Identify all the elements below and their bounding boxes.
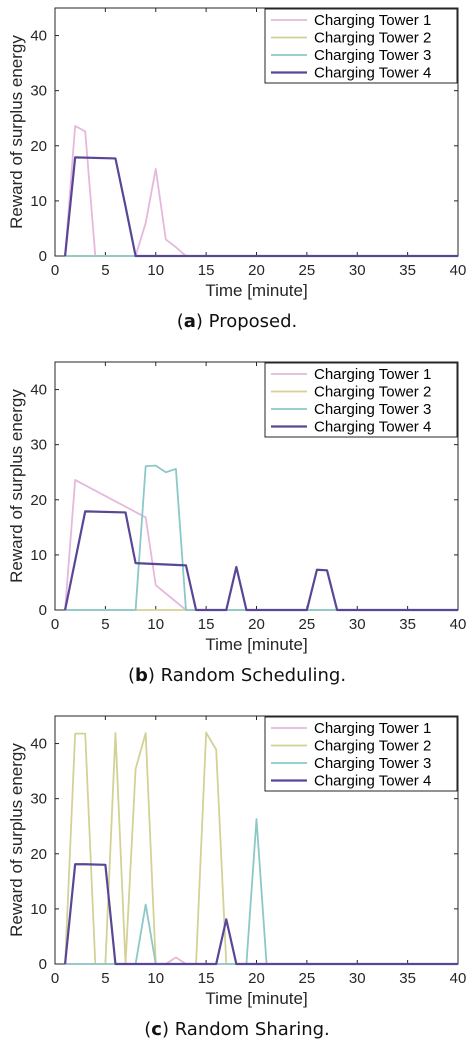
legend-label-tower-3: Charging Tower 3 (314, 401, 431, 418)
subfigure-caption: (c) Random Sharing. (144, 1019, 330, 1040)
y-tick-label: 30 (30, 791, 47, 808)
x-tick-label: 5 (101, 262, 109, 279)
y-tick-label: 20 (30, 138, 47, 155)
x-tick-label: 20 (248, 970, 265, 987)
y-axis-label: Reward of surplus energy (7, 743, 26, 937)
legend-box (264, 362, 458, 438)
x-tick-label: 35 (399, 262, 416, 279)
series-line-tower-3 (65, 464, 458, 611)
legend-box (264, 8, 458, 84)
series-line-tower-4 (64, 510, 458, 612)
x-tick-label: 0 (51, 262, 59, 279)
x-tick-label: 5 (101, 970, 109, 987)
series-line-tower-1 (64, 125, 458, 257)
legend-label-tower-3: Charging Tower 3 (314, 47, 431, 64)
legend-label-tower-4: Charging Tower 4 (314, 65, 431, 82)
x-tick-label: 40 (450, 262, 467, 279)
y-tick-label: 20 (30, 846, 47, 863)
y-tick-label: 10 (30, 901, 47, 918)
x-tick-label: 0 (51, 616, 59, 633)
legend-label-tower-1: Charging Tower 1 (314, 366, 431, 383)
y-tick-label: 10 (30, 193, 47, 210)
caption-letter: b (134, 665, 148, 686)
chart-panel-proposed: 0 5 10 15 20 25 30 35 40 0 10 20 30 40 Time [minute] Re… (0, 0, 474, 354)
x-tick-label: 10 (147, 970, 164, 987)
y-tick-label: 0 (39, 956, 47, 973)
y-tick-label: 0 (39, 602, 47, 619)
series-line-tower-2 (64, 731, 458, 965)
y-tick-label: 20 (30, 492, 47, 509)
legend-label-tower-4: Charging Tower 4 (314, 419, 431, 436)
legend-label-tower-3: Charging Tower 3 (314, 755, 431, 772)
caption-text: Random Sharing. (174, 1019, 330, 1040)
series-line-tower-4 (63, 863, 458, 966)
x-axis-label: Time [minute] (205, 989, 307, 1008)
legend-label-tower-1: Charging Tower 1 (314, 720, 431, 737)
x-tick-label: 30 (349, 970, 366, 987)
x-tick-label: 20 (248, 616, 265, 633)
x-tick-label: 10 (147, 616, 164, 633)
x-tick-label: 5 (101, 616, 109, 633)
x-axis-label: Time [minute] (205, 635, 307, 654)
x-tick-label: 20 (248, 262, 265, 279)
x-tick-label: 10 (147, 262, 164, 279)
y-axis-label: Reward of surplus energy (7, 389, 26, 583)
legend-label-tower-4: Charging Tower 4 (314, 773, 431, 790)
legend-label-tower-1: Charging Tower 1 (314, 12, 431, 29)
caption-letter: c (151, 1019, 162, 1040)
chart-panel-random-sharing: 0 5 10 15 20 25 30 35 40 0 10 20 30 40 Time [minute] Re… (0, 708, 474, 1062)
x-tick-label: 15 (198, 262, 215, 279)
x-tick-label: 15 (198, 616, 215, 633)
legend-label-tower-2: Charging Tower 2 (314, 738, 431, 755)
y-tick-label: 10 (30, 547, 47, 564)
x-tick-label: 0 (51, 970, 59, 987)
caption-letter: a (183, 311, 196, 332)
y-tick-label: 0 (39, 248, 47, 265)
subfigure-caption: (a) Proposed. (176, 311, 298, 332)
subfigure-caption: (b) Random Scheduling. (127, 665, 347, 686)
chart-svg: 0 5 10 15 20 25 30 35 40 0 10 20 30 40 Time [minute] Re… (7, 361, 467, 654)
x-tick-label: 25 (299, 970, 316, 987)
y-tick-label: 30 (30, 83, 47, 100)
y-tick-label: 40 (30, 736, 47, 753)
x-tick-label: 35 (399, 616, 416, 633)
x-tick-label: 35 (399, 970, 416, 987)
chart-svg: 0 5 10 15 20 25 30 35 40 0 10 20 30 40 Time [minute] Re… (7, 715, 467, 1008)
y-tick-label: 40 (30, 28, 47, 45)
caption-text: Random Scheduling. (160, 665, 347, 686)
legend-label-tower-2: Charging Tower 2 (314, 30, 431, 47)
series-line-tower-4 (63, 156, 458, 258)
chart-svg: 0 5 10 15 20 25 30 35 40 0 10 20 30 40 Time [minute] Re… (7, 7, 467, 300)
chart-panel-random-scheduling: 0 5 10 15 20 25 30 35 40 0 10 20 30 40 Time [minute] Re… (0, 354, 474, 708)
x-tick-label: 25 (299, 616, 316, 633)
x-tick-label: 30 (349, 262, 366, 279)
x-axis-label: Time [minute] (205, 281, 307, 300)
legend-box (264, 716, 458, 792)
y-axis-label: Reward of surplus energy (7, 35, 26, 229)
legend-label-tower-2: Charging Tower 2 (314, 384, 431, 401)
y-tick-label: 30 (30, 437, 47, 454)
x-tick-label: 30 (349, 616, 366, 633)
y-tick-label: 40 (30, 382, 47, 399)
x-tick-label: 40 (450, 616, 467, 633)
x-tick-label: 40 (450, 970, 467, 987)
caption-text: Proposed. (208, 311, 298, 332)
x-tick-label: 15 (198, 970, 215, 987)
x-tick-label: 25 (299, 262, 316, 279)
